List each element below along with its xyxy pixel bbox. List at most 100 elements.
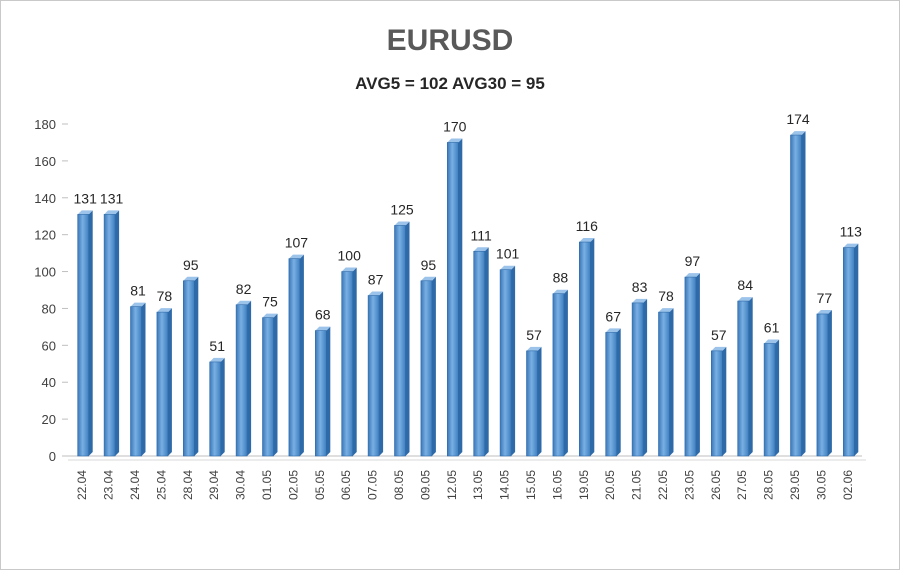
bar: [842, 243, 859, 457]
y-tick-label: 80: [42, 301, 56, 316]
bar: [288, 254, 304, 457]
x-tick-label: 29.04: [207, 470, 221, 500]
bar-side: [458, 138, 463, 456]
data-label: 75: [262, 294, 278, 310]
x-tick-label: 22.05: [656, 470, 670, 500]
bar: [631, 298, 648, 457]
bar-top: [394, 221, 410, 226]
bar: [605, 328, 621, 457]
bar-front: [209, 361, 221, 457]
bar: [684, 273, 700, 457]
data-label: 78: [157, 288, 173, 304]
data-label: 101: [496, 246, 520, 262]
bar-top: [579, 238, 595, 243]
x-tick-label: 28.04: [181, 470, 195, 500]
bar: [816, 309, 832, 457]
x-tick-label: 28.05: [762, 470, 776, 500]
labels-layer: 131 22.04 131 23.04 81 24.04 78 25.04 95 28.04 51 2…: [74, 111, 863, 500]
y-tick-label: 0: [49, 449, 56, 464]
data-label: 57: [711, 327, 727, 343]
x-tick-label: 13.05: [471, 470, 485, 500]
x-tick-label: 23.04: [102, 470, 116, 500]
bar-top: [790, 131, 806, 136]
data-label: 100: [338, 248, 362, 264]
bar-side: [88, 210, 93, 456]
bar: [394, 221, 410, 457]
x-tick-label: 30.04: [234, 470, 248, 500]
bar-top: [368, 291, 384, 296]
bar-side: [352, 267, 357, 456]
bar-top: [711, 346, 727, 351]
bar-side: [801, 131, 806, 457]
bar: [526, 346, 542, 457]
bar: [552, 289, 568, 457]
x-tick-label: 25.04: [154, 470, 168, 500]
data-label: 111: [471, 227, 492, 243]
bar-top: [447, 138, 463, 143]
bar-front: [341, 271, 354, 457]
bar-side: [722, 346, 727, 456]
bar-top: [420, 276, 436, 281]
y-tick-label: 180: [34, 117, 56, 132]
bar: [578, 238, 595, 457]
bar-top: [843, 243, 859, 248]
bar: [103, 210, 120, 457]
x-tick-label: 08.05: [392, 470, 406, 500]
x-tick-label: 07.05: [366, 470, 380, 500]
bar-side: [220, 357, 225, 456]
bar: [763, 339, 780, 457]
bar-front: [658, 311, 670, 457]
bar: [710, 346, 727, 457]
bar-side: [563, 289, 568, 456]
bar-side: [194, 276, 199, 456]
data-label: 51: [209, 338, 225, 354]
bar-side: [511, 265, 516, 456]
bar-side: [643, 298, 648, 456]
bar: [473, 247, 489, 457]
chart-title: EURUSD: [386, 24, 514, 57]
data-label: 61: [764, 319, 780, 335]
y-tick-label: 40: [42, 375, 56, 390]
bar-front: [737, 300, 750, 457]
data-label: 82: [236, 281, 252, 297]
bar-front: [473, 250, 486, 457]
bar-side: [299, 254, 304, 456]
y-tick-label: 20: [42, 412, 56, 427]
bar-side: [141, 302, 146, 456]
data-label: 84: [737, 277, 753, 293]
data-label: 107: [285, 235, 309, 251]
x-tick-label: 27.05: [735, 470, 749, 500]
bar-side: [854, 243, 859, 456]
bar-front: [420, 280, 433, 457]
bar-side: [827, 309, 832, 456]
bar-front: [790, 134, 802, 457]
bars-layer: [77, 131, 859, 457]
bar-front: [367, 295, 380, 457]
x-tick-label: 06.05: [339, 470, 353, 500]
bar: [77, 210, 93, 457]
x-tick-label: 05.05: [313, 470, 327, 500]
bar-front: [183, 280, 195, 457]
bar-side: [669, 308, 674, 456]
bar-front: [394, 225, 406, 457]
bar-side: [748, 297, 753, 456]
bar-top: [552, 289, 568, 294]
bar: [183, 276, 199, 457]
y-tick-label: 60: [42, 338, 56, 353]
bar-side: [115, 210, 120, 456]
bar: [235, 300, 252, 457]
bar-top: [500, 265, 516, 270]
bar-front: [552, 293, 565, 457]
data-label: 116: [576, 218, 599, 234]
bar-side: [247, 300, 252, 456]
bar: [446, 138, 463, 457]
data-label: 57: [526, 327, 542, 343]
bar: [314, 326, 331, 457]
data-label: 174: [786, 111, 810, 127]
bar-front: [446, 142, 459, 457]
bar-front: [631, 302, 644, 457]
data-label: 87: [368, 272, 384, 288]
bar-top: [684, 273, 700, 278]
bar-front: [156, 311, 169, 457]
